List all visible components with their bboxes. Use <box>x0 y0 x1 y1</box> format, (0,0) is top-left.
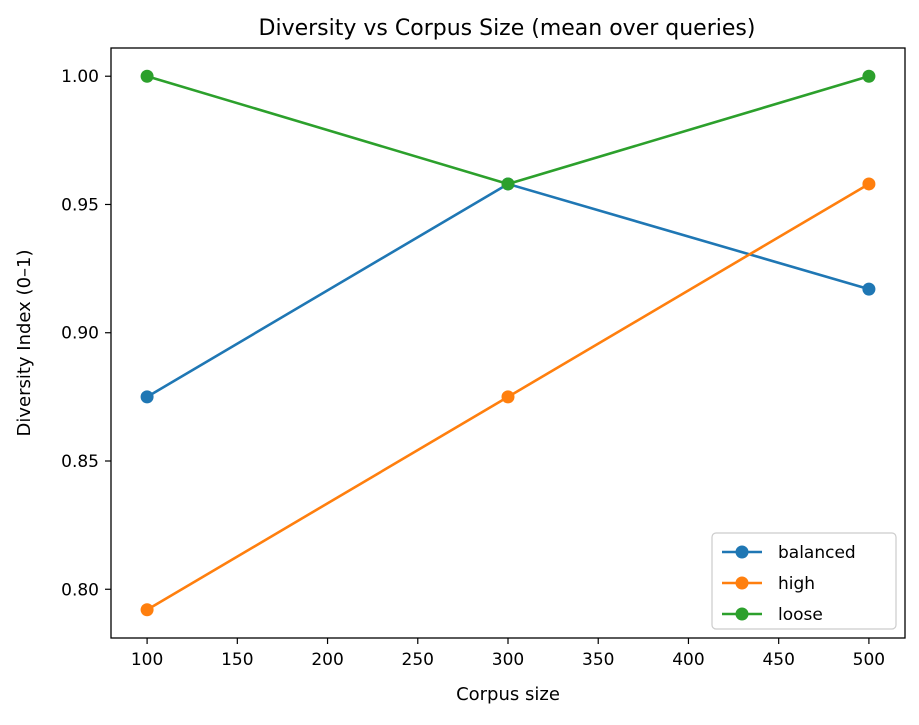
chart-title: Diversity vs Corpus Size (mean over quer… <box>259 16 756 41</box>
x-tick-label: 350 <box>582 650 614 670</box>
x-tick-label: 450 <box>762 650 794 670</box>
x-tick-label: 300 <box>492 650 524 670</box>
y-axis-label: Diversity Index (0–1) <box>14 249 35 436</box>
x-tick-label: 100 <box>131 650 163 670</box>
x-tick-label: 200 <box>311 650 343 670</box>
data-point-loose <box>862 69 876 83</box>
y-tick-label: 0.85 <box>61 452 99 472</box>
data-point-high <box>862 177 876 191</box>
y-axis: 0.80 0.85 0.90 0.95 1.00 <box>61 67 111 600</box>
legend-item-loose: loose <box>722 605 823 625</box>
x-axis-label: Corpus size <box>456 684 560 705</box>
data-point-balanced <box>862 282 876 296</box>
series-high <box>140 177 876 617</box>
data-point-high <box>140 603 154 617</box>
legend-box <box>711 532 897 630</box>
x-tick-label: 400 <box>672 650 704 670</box>
legend-label: loose <box>778 605 823 625</box>
legend-item-high: high <box>722 574 815 594</box>
legend-label: balanced <box>778 543 856 563</box>
y-tick-label: 0.95 <box>61 195 99 215</box>
x-tick-label: 150 <box>221 650 253 670</box>
x-tick-label: 500 <box>853 650 885 670</box>
data-point-high <box>501 390 515 404</box>
legend-marker <box>735 607 749 621</box>
y-tick-label: 0.90 <box>61 324 99 344</box>
x-axis: 100 150 200 250 300 350 400 450 500 <box>131 638 885 670</box>
x-tick-label: 250 <box>402 650 434 670</box>
y-tick-label: 0.80 <box>61 580 99 600</box>
data-point-loose <box>140 69 154 83</box>
series-layer <box>140 69 876 617</box>
legend-item-balanced: balanced <box>722 543 856 563</box>
y-tick-label: 1.00 <box>61 67 99 87</box>
legend: balanced high loose <box>711 532 897 630</box>
legend-marker <box>735 576 749 590</box>
series-loose <box>140 69 876 191</box>
data-point-loose <box>501 177 515 191</box>
legend-marker <box>735 545 749 559</box>
data-point-balanced <box>140 390 154 404</box>
legend-label: high <box>778 574 815 594</box>
